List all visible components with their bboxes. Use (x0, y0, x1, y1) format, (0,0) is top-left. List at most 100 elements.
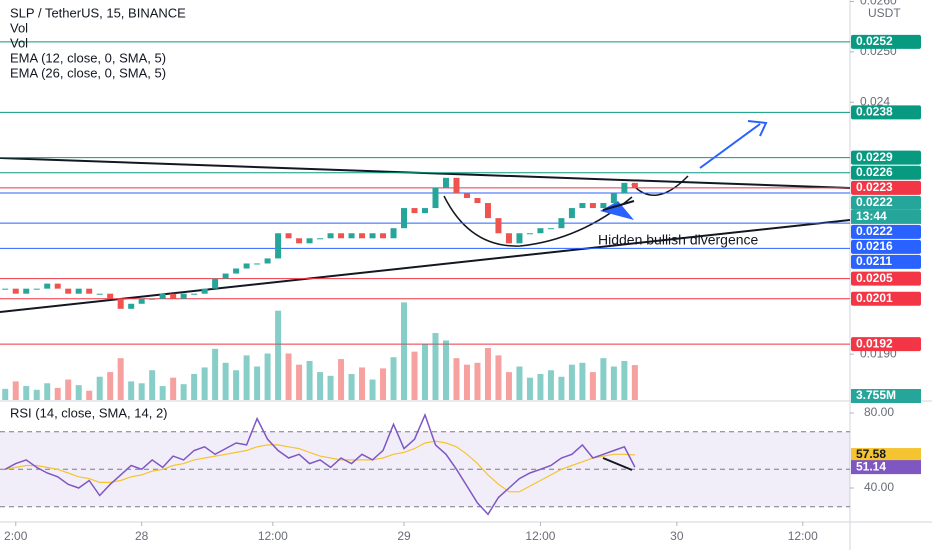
y-tick-label: 40.00 (864, 480, 894, 494)
candle (306, 238, 313, 244)
candle (327, 233, 334, 239)
candle (65, 288, 72, 294)
volume-bar (243, 355, 250, 400)
volume-bar (579, 362, 586, 400)
price-label: 0.0229 (856, 150, 893, 164)
volume-bar (191, 373, 198, 400)
volume-bar (495, 355, 502, 400)
candle (390, 228, 397, 239)
price-label: 0.0192 (856, 336, 893, 350)
rsi-title: RSI (14, close, SMA, 14, 2) (10, 405, 168, 420)
candle (149, 298, 156, 300)
volume-bar (505, 372, 512, 400)
candle (33, 288, 40, 290)
annotation: Hidden bullish divergence (598, 232, 759, 248)
price-label: 0.0205 (856, 271, 893, 285)
volume-bar (149, 370, 156, 400)
candle (621, 182, 628, 193)
volume-bar (547, 370, 554, 400)
volume-bar (12, 381, 19, 400)
volume-bar (589, 372, 596, 400)
candle (516, 233, 523, 244)
volume-bar (317, 372, 324, 400)
price-label-bg (851, 105, 921, 120)
candle (44, 283, 51, 289)
legend-line: SLP / TetherUS, 15, BINANCE (10, 5, 186, 20)
price-label-bg (851, 337, 921, 352)
rsi-line (4, 412, 636, 516)
volume-bar (75, 385, 82, 400)
y-tick-label: 0.024 (860, 94, 890, 108)
candle (338, 233, 345, 239)
volume-bar (348, 373, 355, 400)
volume-bar (463, 364, 470, 400)
volume-bar (2, 388, 9, 400)
divergence-arrow (600, 201, 634, 220)
currency: USDT (868, 6, 901, 20)
candle (369, 233, 376, 239)
candle (401, 208, 408, 229)
candle (296, 238, 303, 244)
legend-line: EMA (26, close, 0, SMA, 5) (10, 65, 166, 80)
candle (484, 203, 491, 219)
volume-bar (44, 383, 51, 400)
candle (170, 293, 177, 299)
volume-bar (453, 358, 460, 400)
candle (537, 228, 544, 234)
candle (558, 218, 565, 229)
candle (243, 263, 250, 269)
volume-bar (610, 366, 617, 400)
volume-bar (212, 348, 219, 400)
candle (75, 288, 82, 294)
candle (54, 283, 61, 289)
y-tick-label: 80.00 (864, 405, 894, 419)
volume-bar (65, 379, 72, 400)
price-label: 0.0223 (856, 180, 893, 194)
countdown: 13:44 (856, 209, 887, 223)
volume-bar (254, 366, 261, 400)
x-tick-label: 12:00 (258, 529, 288, 543)
arrow (699, 123, 761, 169)
candle (442, 177, 449, 188)
price-label-bg (851, 34, 921, 49)
price-label-bg (851, 291, 921, 306)
candle (568, 208, 575, 219)
price-label: 0.0222 (856, 224, 893, 238)
candle (317, 238, 324, 240)
rsi-label-bg (851, 460, 921, 475)
price-label: 0.0201 (856, 291, 893, 305)
legend-line: Vol (10, 35, 28, 50)
volume-bar (54, 387, 61, 400)
price-label-bg (851, 165, 921, 180)
price-label: 0.0252 (856, 34, 893, 48)
legend-line: Vol (10, 20, 28, 35)
volume-bar (233, 370, 240, 400)
candle (191, 293, 198, 295)
volume-bar (33, 389, 40, 400)
x-tick-label: 12:00 (788, 529, 818, 543)
volume-bar (401, 302, 408, 400)
x-tick-label: 29 (397, 529, 411, 543)
candle (275, 233, 282, 259)
volume-bar (600, 358, 607, 400)
candle (579, 203, 586, 209)
arrow-head (747, 120, 768, 137)
candle (2, 288, 9, 290)
volume-bar (23, 386, 30, 400)
volume-bar (201, 367, 208, 400)
volume-bar (338, 359, 345, 400)
volume-bar (264, 353, 271, 400)
candle (547, 228, 554, 230)
price-label-bg (851, 150, 921, 165)
candle (201, 288, 208, 294)
price-label-bg (851, 239, 921, 254)
divergence-line (602, 457, 633, 471)
price-label-bg (851, 224, 921, 239)
candle (86, 288, 93, 294)
volume-bar (516, 366, 523, 400)
x-tick-label: 2:00 (4, 529, 28, 543)
volume-bar (474, 362, 481, 400)
candle (600, 203, 607, 209)
